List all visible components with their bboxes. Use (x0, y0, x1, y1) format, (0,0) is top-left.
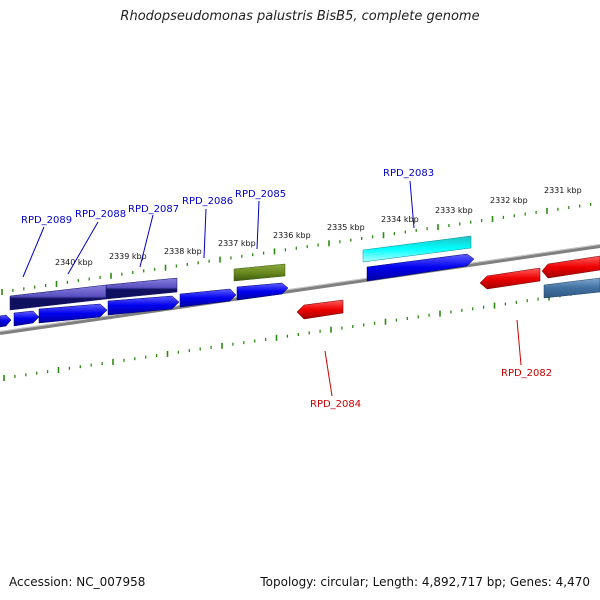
gene-rpd-2085[interactable] (233, 263, 286, 282)
gene-label-rpd-2086[interactable]: RPD_2086 (182, 196, 233, 207)
kbp-label: 2332 kbp (490, 196, 528, 205)
accession-label: Accession: NC_007958 (9, 575, 146, 589)
kbp-label: 2331 kbp (544, 186, 582, 195)
gene-partial-right-steel[interactable] (543, 277, 600, 299)
genome-summary: Topology: circular; Length: 4,892,717 bp… (260, 575, 590, 589)
gene-label-rpd-2089[interactable]: RPD_2089 (21, 215, 72, 226)
gene-rpd-2087[interactable] (107, 295, 180, 316)
gene-rpd-2088[interactable] (38, 303, 108, 324)
gene-rpd-2089[interactable] (13, 310, 40, 327)
gene-rpd-2086-inner[interactable] (236, 282, 289, 301)
kbp-label: 2334 kbp (381, 215, 419, 224)
kbp-label: 2336 kbp (273, 231, 311, 240)
kbp-scale-labels: 2331 kbp 2332 kbp 2333 kbp 2334 kbp 2335… (55, 186, 582, 267)
gene-rpd-2082[interactable] (479, 267, 541, 290)
kbp-label: 2339 kbp (109, 252, 147, 261)
gene-label-rpd-2084[interactable]: RPD_2084 (310, 399, 361, 410)
gene-rpd-2084[interactable] (296, 299, 344, 320)
kbp-label: 2333 kbp (435, 206, 473, 215)
gene-label-rpd-2085[interactable]: RPD_2085 (235, 189, 286, 200)
gene-partial-left[interactable] (0, 314, 12, 328)
reverse-scale-ticks (3, 289, 594, 381)
kbp-label: 2340 kbp (55, 258, 93, 267)
forward-genes-outer (9, 235, 472, 311)
forward-scale-ticks (1, 202, 592, 295)
kbp-label: 2337 kbp (218, 239, 256, 248)
kbp-label: 2335 kbp (327, 223, 365, 232)
kbp-label: 2338 kbp (164, 247, 202, 256)
map-title: Rhodopseudomonas palustris BisB5, comple… (120, 9, 480, 24)
gene-rpd-2086[interactable] (179, 288, 237, 308)
gene-rpd-2088-outer[interactable] (105, 277, 178, 300)
gene-partial-right[interactable] (541, 255, 600, 279)
gene-label-rpd-2088[interactable]: RPD_2088 (75, 209, 126, 220)
reverse-genes (296, 255, 600, 320)
gene-label-rpd-2083[interactable]: RPD_2083 (383, 168, 434, 179)
genome-backbone (0, 244, 600, 335)
gene-labels: RPD_2083 RPD_2085 RPD_2086 RPD_2087 RPD_… (21, 168, 552, 410)
gene-rpd-2089-outer[interactable] (9, 284, 107, 311)
gene-rpd-2083[interactable] (366, 253, 475, 282)
gene-rpd-2083-outer[interactable] (362, 235, 472, 263)
forward-genes-inner (0, 253, 475, 328)
gene-label-rpd-2082[interactable]: RPD_2082 (501, 368, 552, 379)
gene-label-rpd-2087[interactable]: RPD_2087 (128, 204, 179, 215)
label-leader-lines (22, 180, 522, 397)
